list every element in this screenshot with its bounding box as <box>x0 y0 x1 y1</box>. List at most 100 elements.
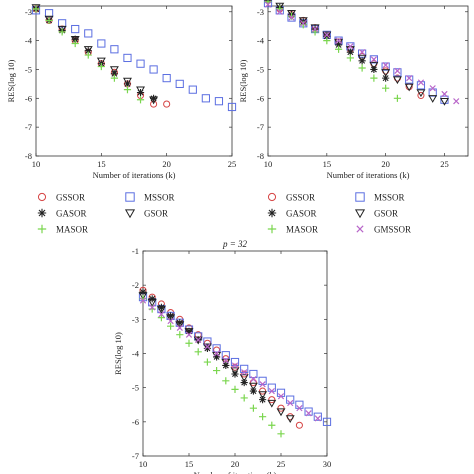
data-point-mssor <box>286 395 295 404</box>
data-point-gssor <box>231 363 239 371</box>
data-point-mssor <box>313 412 322 421</box>
data-point-masor <box>370 74 378 82</box>
legend-entry-gssor: GSSOR <box>37 193 85 203</box>
data-point-masor <box>110 74 118 82</box>
series-gsor <box>266 0 449 106</box>
legend-entry-masor: MASOR <box>267 225 318 235</box>
data-point-masor <box>382 84 390 92</box>
data-point-masor <box>157 314 165 322</box>
data-point-gmssor <box>453 98 460 105</box>
legend-label-mssor: MSSOR <box>144 193 175 203</box>
data-point-gmssor <box>335 37 342 44</box>
data-point-gmssor <box>311 25 319 33</box>
series-masor <box>264 0 402 102</box>
chart-title: p = 32 <box>222 239 248 249</box>
x-tick-label: 20 <box>162 159 171 169</box>
x-tick-label: 15 <box>185 459 194 469</box>
data-point-gssor <box>249 378 257 387</box>
data-point-mssor <box>162 74 171 83</box>
data-point-masor <box>136 96 145 104</box>
data-point-gsor <box>287 10 296 18</box>
data-point-gmssor <box>370 56 378 63</box>
data-point-mssor <box>322 417 332 426</box>
x-tick-label: 10 <box>264 159 273 169</box>
legend-label-gasor: GASOR <box>286 209 317 219</box>
data-point-gasor <box>139 288 147 296</box>
series-masor <box>32 5 145 104</box>
data-point-masor <box>167 322 175 330</box>
data-point-gmssor <box>222 357 229 364</box>
plot-frame <box>142 250 328 457</box>
data-point-mssor <box>188 85 197 94</box>
data-point-gsor <box>275 2 285 11</box>
data-point-gmssor <box>264 1 272 8</box>
data-point-gsor <box>258 391 268 400</box>
data-point-mssor <box>304 407 313 416</box>
data-point-masor <box>58 28 66 36</box>
legend-marker-gasor <box>267 208 277 218</box>
data-point-gsor <box>285 415 295 424</box>
y-tick-label: -3 <box>257 7 264 17</box>
data-point-masor <box>222 377 230 385</box>
x-tick-label: 25 <box>440 159 449 169</box>
data-point-gmssor <box>204 343 211 350</box>
data-point-gasor <box>84 47 92 55</box>
data-point-masor <box>84 51 92 59</box>
data-point-gssor <box>295 421 303 429</box>
y-axis-label: RES(log 10) <box>238 59 248 102</box>
data-point-gsor <box>57 25 67 34</box>
data-point-gasor <box>167 312 175 320</box>
legend-label-gssor: GSSOR <box>286 193 315 203</box>
data-point-mssor <box>44 9 54 18</box>
data-point-gsor <box>44 15 54 24</box>
data-point-gsor <box>83 46 93 54</box>
series-mssor <box>138 293 332 426</box>
chart-panel-bottom: 10 15 20 25 30 -1 -2 -3 -4 -5 -6 -7 Number of iterat… <box>113 239 331 474</box>
data-point-gasor <box>157 303 165 311</box>
data-point-mssor <box>214 97 224 106</box>
series-gmssor <box>139 297 321 422</box>
data-point-gmssor <box>296 405 303 412</box>
data-point-gmssor <box>394 67 401 75</box>
data-point-gsor <box>404 83 414 92</box>
data-point-mssor <box>149 65 158 74</box>
data-point-gmssor <box>195 336 202 343</box>
data-point-gsor <box>322 31 332 40</box>
data-point-gssor <box>268 396 276 404</box>
legend-top-right: GSSOR MSSOR GASOR GSOR MASOR GMSSOR <box>267 192 411 235</box>
legend-entry-mssor: MSSOR <box>125 192 175 203</box>
data-point-gmssor <box>300 20 307 27</box>
x-tick-label: 10 <box>139 459 148 469</box>
y-tick-label: -4 <box>25 36 33 46</box>
y-tick-label: -7 <box>25 122 32 132</box>
y-tick-label: -3 <box>25 7 32 17</box>
data-point-masor <box>393 94 402 102</box>
y-tick-label: -5 <box>132 383 139 393</box>
data-point-mssor <box>258 376 267 385</box>
data-point-masor <box>259 413 267 421</box>
data-point-gmssor <box>287 399 294 407</box>
legend-marker-masor <box>37 224 47 234</box>
legend-entry-gmssor: GMSSOR <box>356 225 411 235</box>
data-point-mssor <box>249 369 258 379</box>
chart-panel-top-right: 10 15 20 25 -3 -4 -5 -6 -7 -8 Number of iterations… <box>238 0 469 180</box>
data-point-gmssor <box>185 331 193 338</box>
data-point-mssor <box>97 39 106 48</box>
data-point-gsor <box>156 305 166 314</box>
y-axis-label: RES(log 10) <box>113 332 123 375</box>
data-point-mssor <box>227 102 237 112</box>
series-gsor <box>31 4 159 105</box>
data-point-gsor <box>381 69 391 77</box>
data-point-gsor <box>147 299 157 307</box>
legend-entry-mssor: MSSOR <box>355 192 405 203</box>
data-point-gsor <box>239 374 249 383</box>
data-point-gsor <box>440 97 449 106</box>
chart-panel-top-left: 10 15 20 25 -3 -4 -5 -6 -7 -8 Number of iterations… <box>6 4 237 180</box>
data-point-gmssor <box>323 31 330 38</box>
series-mssor <box>31 6 237 112</box>
data-point-gmssor <box>213 350 220 357</box>
data-point-masor <box>32 5 40 13</box>
data-point-gssor <box>163 100 171 108</box>
data-point-masor <box>358 64 366 72</box>
